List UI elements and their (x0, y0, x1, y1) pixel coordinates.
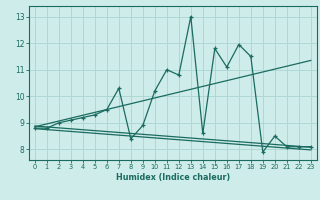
X-axis label: Humidex (Indice chaleur): Humidex (Indice chaleur) (116, 173, 230, 182)
